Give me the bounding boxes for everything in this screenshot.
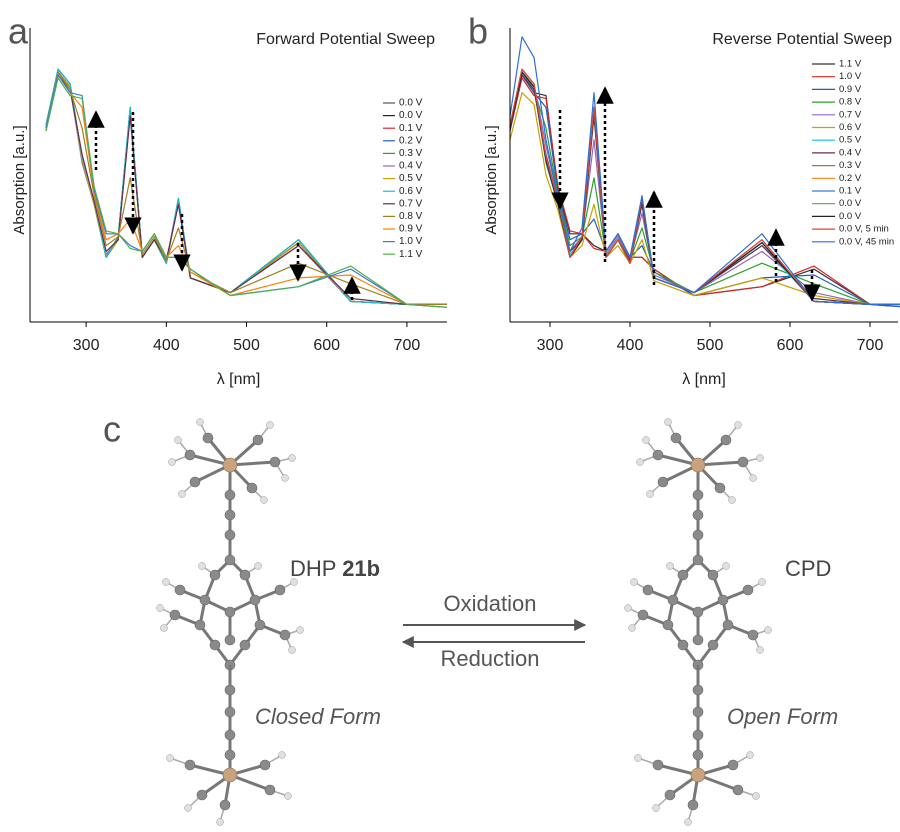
spectrum-line (46, 75, 447, 304)
spectrum-line (46, 72, 447, 304)
forward-label: Oxidation (444, 591, 537, 616)
reverse-label: Reduction (440, 646, 539, 671)
molecule-closed (157, 419, 304, 826)
spectrum-line (46, 72, 447, 304)
legend-label: 0.0 V, 45 min (839, 236, 894, 247)
legend-label: 0.4 V (839, 147, 862, 158)
x-tick-label: 500 (233, 337, 260, 354)
panel-label: b (468, 11, 488, 52)
legend-label: 1.1 V (399, 249, 423, 260)
legend-label: 0.8 V (399, 211, 423, 222)
legend-label: 0.4 V (399, 161, 423, 172)
y-axis-label: Absorption [a.u.] (11, 125, 28, 234)
spectrum-line (46, 78, 447, 307)
panel-label: a (8, 11, 29, 52)
spectrum-line (46, 69, 447, 304)
legend-label: 0.3 V (399, 148, 423, 159)
spectrum-line (46, 72, 447, 304)
spectrum-line (46, 72, 447, 304)
legend-label: 0.5 V (399, 173, 423, 184)
chart-title: Forward Potential Sweep (256, 31, 435, 48)
x-tick-label: 300 (537, 337, 564, 354)
form-label: Open Form (727, 704, 838, 729)
molecule-open (625, 419, 772, 826)
x-tick-label: 400 (153, 337, 180, 354)
legend-label: 0.3 V (839, 160, 862, 171)
x-tick-label: 300 (73, 337, 100, 354)
compound-label: CPD (785, 556, 831, 581)
legend-label: 0.0 V (839, 198, 862, 209)
legend-label: 0.7 V (399, 198, 423, 209)
legend-label: 0.2 V (839, 173, 862, 184)
spectrum-line (46, 69, 447, 304)
x-tick-label: 600 (313, 337, 340, 354)
spectrum-line (46, 72, 447, 304)
legend-label: 1.0 V (839, 71, 862, 82)
x-tick-label: 700 (857, 337, 884, 354)
legend-label: 0.1 V (399, 123, 423, 134)
legend-label: 0.9 V (399, 224, 423, 235)
compound-number: 21b (342, 556, 380, 581)
legend-label: 0.0 V (839, 211, 862, 222)
x-tick-label: 700 (394, 337, 421, 354)
chart-title: Reverse Potential Sweep (712, 31, 892, 48)
legend-label: 0.1 V (839, 186, 862, 197)
x-tick-label: 400 (617, 337, 644, 354)
compound-name: DHP (290, 556, 336, 581)
x-tick-label: 600 (777, 337, 804, 354)
y-axis-label: Absorption [a.u.] (483, 125, 500, 234)
legend-label: 0.0 V, 5 min (839, 224, 889, 235)
figure: b Reverse Potential Sweep Absorption [a.u.… (0, 0, 900, 832)
legend-label: 0.9 V (839, 84, 862, 95)
x-axis-label: λ [nm] (682, 371, 726, 388)
legend-label: 0.0 V (399, 110, 423, 121)
legend-label: 0.6 V (839, 122, 862, 133)
legend-label: 1.1 V (839, 59, 862, 70)
form-label: Closed Form (255, 704, 381, 729)
legend-label: 0.0 V (399, 98, 423, 109)
reaction-diagram: c DHP 21b CPD Closed Form Open Form Oxid… (103, 409, 838, 826)
legend-label: 0.6 V (399, 186, 423, 197)
legend-label: 1.0 V (399, 236, 423, 247)
legend-label: 0.2 V (399, 135, 423, 146)
trend-arrows (96, 88, 812, 300)
legend-label: 0.5 V (839, 135, 862, 146)
spectrum-line (46, 72, 447, 304)
compound-label: DHP 21b (290, 556, 380, 581)
spectrum-line (46, 72, 447, 304)
legend-label: 0.8 V (839, 97, 862, 108)
legend-label: 0.7 V (839, 109, 862, 120)
chart: a Forward Potential Sweep Absorption [a.u.… (8, 11, 447, 389)
chart: b Reverse Potential Sweep Absorption [a.u.… (468, 11, 900, 389)
x-axis-label: λ [nm] (217, 371, 261, 388)
x-tick-label: 500 (697, 337, 724, 354)
panel-label: c (103, 409, 121, 450)
